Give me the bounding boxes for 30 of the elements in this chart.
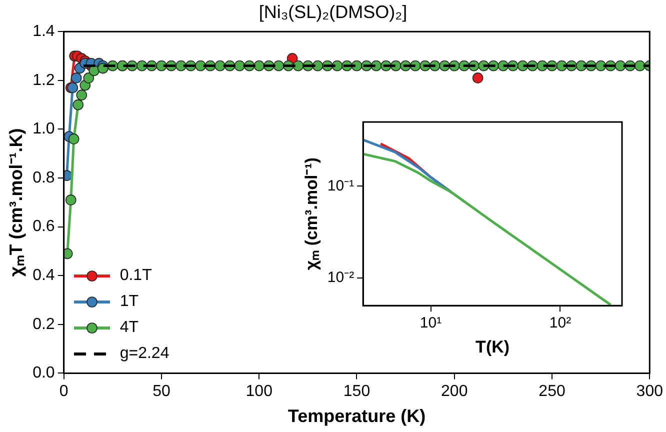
y-tick-label: 0.6 (32, 218, 55, 236)
x-tick-label: 250 (538, 383, 566, 400)
x-tick-label: 300 (636, 383, 664, 400)
y-tick-label: 10⁻¹ (327, 177, 354, 194)
x-tick-label: 50 (152, 383, 170, 400)
x-tick-label: 200 (441, 383, 468, 400)
chart-title: [Ni₃(SL)₂(DMSO)₂] (258, 2, 408, 22)
x-tick-label: 10² (549, 314, 572, 332)
y-tick-label: 1.4 (32, 23, 55, 40)
y-tick-label: 0.4 (32, 267, 55, 284)
y-tick-label: 1.0 (32, 120, 55, 138)
x-tick-label: 150 (343, 383, 370, 400)
legend-label: 4T (120, 319, 138, 338)
y-tick-label: 0.0 (32, 364, 55, 382)
x-tick-label: 0 (59, 383, 68, 400)
point (70, 72, 82, 84)
y-tick-label: 0.2 (32, 316, 55, 333)
x-axis-title: T(K) (476, 337, 510, 356)
y-tick-label: 0.8 (32, 169, 55, 186)
y-axis-title: χₘT (cm³.mol⁻¹.K) (6, 128, 26, 277)
y-axis-title: χₘ (cm³.mol⁻¹) (302, 157, 321, 270)
x-tick-label: 100 (246, 383, 273, 400)
legend-label: 0.1T (120, 267, 152, 286)
x-tick-label: 10¹ (420, 314, 442, 332)
legend-label: g=2.24 (120, 345, 170, 364)
y-tick-label: 1.2 (32, 72, 55, 89)
point (472, 72, 484, 84)
legend-label: 1T (120, 293, 138, 312)
x-axis-title: Temperature (K) (288, 406, 426, 426)
y-tick-label: 10⁻² (327, 269, 354, 286)
